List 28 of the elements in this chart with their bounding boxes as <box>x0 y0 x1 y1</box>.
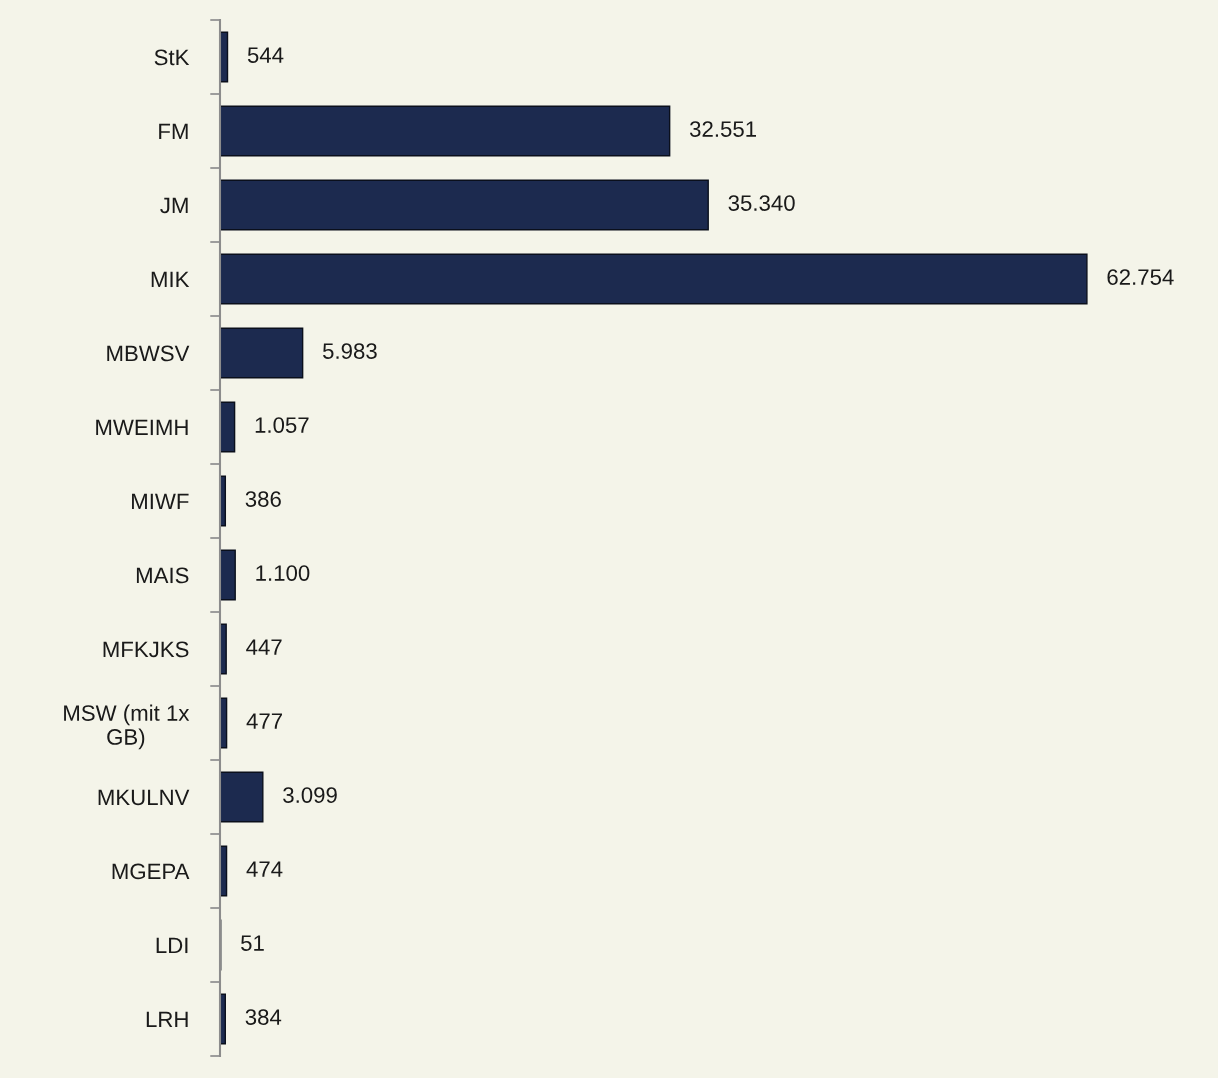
data-label: 384 <box>245 1009 282 1025</box>
y-tick-label: MWEIMH <box>96 419 188 436</box>
y-tick-label: LDI <box>156 937 188 954</box>
data-label: 386 <box>245 491 281 507</box>
y-tick-label: MSW (mit 1x GB) <box>64 704 190 750</box>
y-tick-label: MAIS <box>136 567 189 584</box>
data-label: 62.754 <box>1107 269 1174 285</box>
data-label: 5.983 <box>322 343 377 359</box>
y-tick-label: FM <box>159 123 188 140</box>
data-label: 35.340 <box>728 195 795 211</box>
data-label: 477 <box>246 713 282 729</box>
y-tick-label: JM <box>160 197 188 214</box>
data-label: 474 <box>246 861 283 877</box>
data-label: 51 <box>241 935 264 951</box>
y-tick-label: LRH <box>146 1011 188 1028</box>
y-tick-label: MFKJKS <box>103 641 189 658</box>
y-tick-label: StK <box>154 49 190 66</box>
data-label: 1.057 <box>255 417 309 433</box>
y-tick-label: MIK <box>151 271 190 288</box>
data-label: 447 <box>246 639 282 655</box>
y-tick-label: MBWSV <box>107 345 190 362</box>
y-tick-label: MGEPA <box>112 863 190 880</box>
data-label: 32.551 <box>689 121 756 137</box>
data-label: 544 <box>247 47 284 63</box>
y-tick-label: MIWF <box>132 493 189 510</box>
data-label: 1.100 <box>256 565 310 581</box>
data-label: 3.099 <box>283 787 337 803</box>
y-tick-label: MKULNV <box>98 789 190 806</box>
